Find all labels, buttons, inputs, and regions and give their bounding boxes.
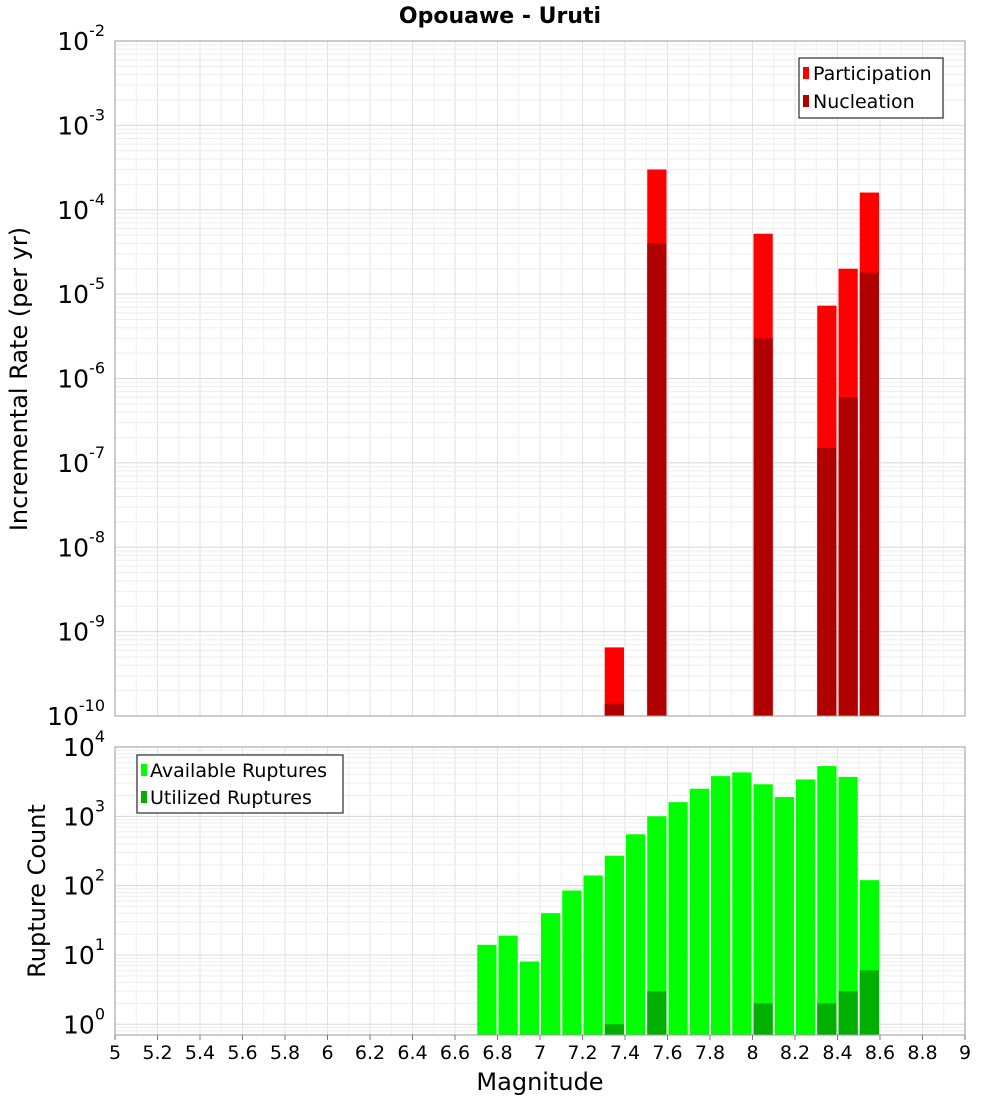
legend-label-nucleation: Nucleation <box>813 91 915 113</box>
y-tick-label: 10-6 <box>57 359 105 394</box>
legend-swatch-participation <box>803 67 809 79</box>
bar <box>626 834 646 1035</box>
bottom-y-axis-label: Rupture Count <box>23 804 51 978</box>
bar <box>838 776 858 1035</box>
legend-label-available: Available Ruptures <box>150 760 327 782</box>
y-tick-label: 102 <box>63 866 105 901</box>
x-tick-label: 7.8 <box>695 1042 725 1064</box>
participation-nucleation-plot: 10-10 10-9 10-8 10-7 10-6 10-5 10-4 10-3 10-2 <box>47 21 966 731</box>
bar <box>562 890 582 1035</box>
bar <box>498 935 518 1035</box>
y-tick-label: 103 <box>63 796 105 831</box>
x-tick-label: 8.6 <box>865 1042 895 1064</box>
x-tick-label: 5.8 <box>270 1042 300 1064</box>
legend-swatch-utilized <box>141 791 147 803</box>
chart-title: Opouawe - Uruti <box>399 4 601 29</box>
x-tick-label: 6.2 <box>355 1042 385 1064</box>
x-tick-label: 8.8 <box>907 1042 937 1064</box>
bar <box>519 961 539 1035</box>
y-tick-label: 10-8 <box>57 527 105 562</box>
x-tick-label: 5.4 <box>185 1042 215 1064</box>
bar <box>859 272 879 716</box>
bar <box>604 703 624 716</box>
bar <box>711 776 731 1035</box>
bar <box>732 772 752 1035</box>
legend-label-participation: Participation <box>813 63 932 85</box>
bar <box>838 397 858 716</box>
x-tick-label: 7.4 <box>610 1042 640 1064</box>
bar <box>604 647 624 716</box>
x-tick-label: 6.8 <box>482 1042 512 1064</box>
y-tick-label: 10-7 <box>57 443 105 478</box>
y-tick-label: 10-3 <box>57 105 105 140</box>
x-tick-label: 7.6 <box>652 1042 682 1064</box>
x-tick-label: 5.6 <box>227 1042 257 1064</box>
bar <box>583 875 603 1035</box>
y-tick-label: 101 <box>63 935 105 970</box>
bar <box>753 784 773 1035</box>
bar <box>817 448 837 716</box>
x-tick-label: 7 <box>534 1042 546 1064</box>
x-tick-label: 6 <box>321 1042 333 1064</box>
bar <box>647 243 667 717</box>
bar <box>753 338 773 716</box>
bottom-legend: Available Ruptures Utilized Ruptures <box>136 754 344 814</box>
bar <box>817 766 837 1035</box>
bar <box>668 802 688 1035</box>
legend-label-utilized: Utilized Ruptures <box>150 787 312 809</box>
x-axis-ticks: 5 5.2 5.4 5.6 5.8 6 6.2 6.4 6.6 6.8 7 7.2 7.4 7.6 7.8 8… <box>109 1035 971 1064</box>
top-y-tick-labels: 10-10 10-9 10-8 10-7 10-6 10-5 10-4 10-3 10-2 <box>47 21 105 731</box>
bar <box>817 1003 837 1035</box>
legend-swatch-available <box>141 764 147 776</box>
y-tick-label: 10-9 <box>57 612 105 647</box>
x-tick-label: 7.2 <box>567 1042 597 1064</box>
bar <box>647 816 667 1035</box>
bar <box>604 855 624 1035</box>
bottom-y-tick-labels: 100 101 102 103 104 <box>63 727 105 1039</box>
x-tick-label: 8 <box>746 1042 758 1064</box>
bar <box>647 991 667 1035</box>
top-legend: Participation Nucleation <box>798 57 944 119</box>
bottom-series-1 <box>604 970 879 1035</box>
y-tick-label: 100 <box>63 1004 105 1039</box>
x-axis-label: Magnitude <box>476 1068 603 1096</box>
y-tick-label: 10-2 <box>57 21 105 56</box>
legend-swatch-nucleation <box>803 95 809 107</box>
top-grid <box>114 40 966 717</box>
x-tick-label: 9 <box>959 1042 971 1064</box>
x-tick-label: 6.6 <box>440 1042 470 1064</box>
bar <box>859 970 879 1035</box>
bar <box>796 779 816 1035</box>
x-tick-label: 5.2 <box>142 1042 172 1064</box>
y-tick-label: 104 <box>63 727 105 762</box>
x-tick-label: 5 <box>109 1042 121 1064</box>
y-tick-label: 10-5 <box>57 274 105 309</box>
x-tick-label: 8.4 <box>822 1042 852 1064</box>
x-tick-label: 8.2 <box>780 1042 810 1064</box>
top-y-axis-label: Incremental Rate (per yr) <box>5 227 33 531</box>
bar <box>477 944 497 1035</box>
bar <box>774 796 794 1035</box>
y-tick-label: 10-4 <box>57 190 105 225</box>
bar <box>838 991 858 1035</box>
bar <box>753 1003 773 1035</box>
top-series-1 <box>604 243 879 717</box>
x-tick-label: 6.4 <box>397 1042 427 1064</box>
bar <box>689 788 709 1035</box>
bar <box>604 1024 624 1035</box>
y-tick-label: 10-10 <box>47 696 105 731</box>
bar <box>541 913 561 1035</box>
